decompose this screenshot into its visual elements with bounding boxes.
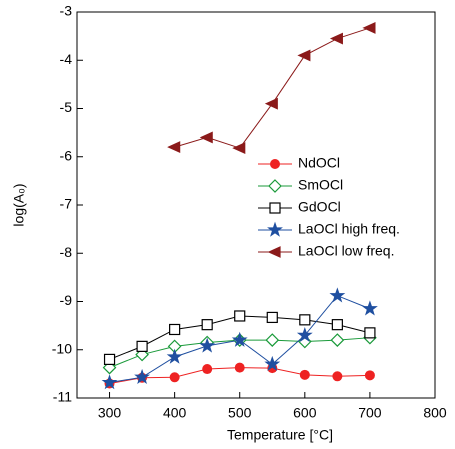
data-point bbox=[361, 300, 378, 316]
legend-label: GdOCl bbox=[298, 199, 341, 215]
data-point bbox=[169, 372, 180, 383]
data-point bbox=[299, 314, 311, 326]
x-axis-label: Temperature [°C] bbox=[227, 427, 333, 443]
data-point bbox=[330, 333, 345, 347]
data-point bbox=[231, 331, 248, 347]
x-tick-label: 600 bbox=[293, 405, 317, 421]
data-point bbox=[201, 319, 213, 331]
x-tick-label: 400 bbox=[163, 405, 187, 421]
y-tick-label: -11 bbox=[53, 389, 72, 405]
legend-label: SmOCl bbox=[298, 177, 343, 193]
data-point bbox=[169, 323, 181, 336]
data-point bbox=[232, 142, 246, 154]
data-point bbox=[299, 369, 310, 380]
data-point bbox=[199, 337, 216, 353]
y-tick-label: -3 bbox=[60, 3, 73, 19]
x-tick-label: 700 bbox=[358, 405, 382, 421]
data-point bbox=[202, 364, 213, 375]
legend-marker bbox=[267, 221, 283, 237]
series-line bbox=[174, 27, 371, 149]
data-point bbox=[329, 32, 343, 45]
data-point bbox=[266, 311, 278, 324]
y-tick-label: -6 bbox=[60, 147, 73, 163]
data-point bbox=[362, 21, 376, 34]
data-point bbox=[167, 141, 181, 154]
data-point bbox=[296, 326, 313, 343]
data-point bbox=[364, 370, 375, 381]
legend-label: NdOCl bbox=[298, 155, 340, 171]
data-point bbox=[264, 97, 278, 110]
legend-label: LaOCl low freq. bbox=[298, 243, 394, 259]
data-point bbox=[364, 327, 376, 339]
data-point bbox=[234, 362, 245, 373]
y-tick-label: -8 bbox=[60, 244, 73, 260]
legend-marker bbox=[269, 202, 281, 214]
data-point bbox=[331, 319, 343, 331]
legend-marker bbox=[270, 159, 280, 169]
data-point bbox=[101, 374, 118, 390]
data-point bbox=[199, 131, 213, 144]
data-point bbox=[134, 368, 151, 384]
data-point bbox=[329, 287, 346, 303]
data-point bbox=[136, 340, 148, 352]
data-point bbox=[265, 333, 280, 347]
y-tick-label: -9 bbox=[60, 292, 73, 308]
y-tick-label: -5 bbox=[60, 99, 73, 115]
y-axis-label: log(A₀) bbox=[11, 183, 27, 226]
y-tick-label: -10 bbox=[52, 340, 72, 356]
legend-marker bbox=[268, 179, 282, 193]
x-tick-label: 500 bbox=[228, 405, 252, 421]
x-tick-label: 300 bbox=[98, 405, 122, 421]
x-tick-label: 800 bbox=[423, 405, 447, 421]
y-tick-label: -7 bbox=[60, 196, 73, 212]
y-tick-label: -4 bbox=[60, 51, 73, 67]
data-point bbox=[103, 353, 116, 365]
data-point bbox=[332, 371, 343, 382]
data-point bbox=[297, 49, 311, 62]
data-point bbox=[234, 310, 246, 322]
data-point bbox=[166, 348, 183, 364]
legend-label: LaOCl high freq. bbox=[298, 221, 400, 237]
legend-marker bbox=[267, 246, 281, 258]
data-point bbox=[264, 355, 281, 371]
